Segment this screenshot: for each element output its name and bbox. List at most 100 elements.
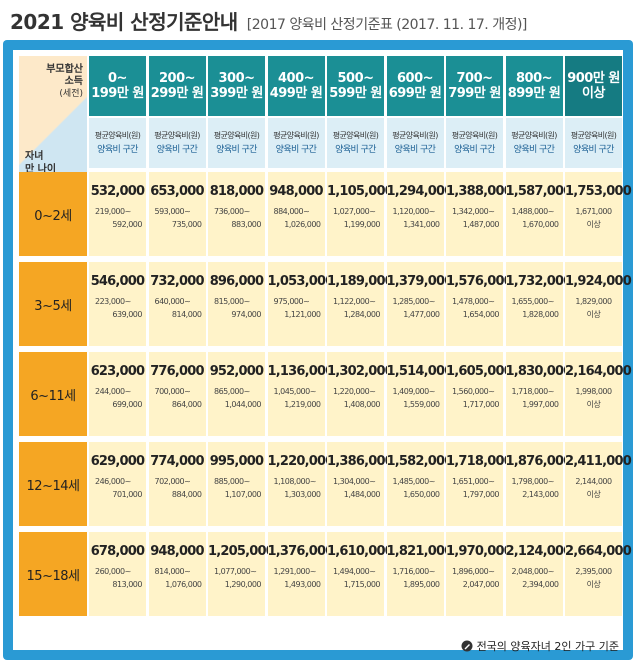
range-low: 700,000~ (154, 387, 191, 396)
range-label: 양육비 구간 (97, 145, 138, 155)
average-amount: 2,411,000 (565, 454, 632, 469)
average-amount: 1,379,000 (386, 274, 454, 289)
average-amount: 896,000 (209, 274, 264, 289)
range-high: 1,487,000 (462, 220, 500, 229)
range-low: 1,108,000~ (273, 477, 317, 486)
range-low: 1,122,000~ (333, 297, 376, 306)
range-high: 701,000 (112, 490, 142, 499)
range-high: 1,107,000 (224, 490, 262, 499)
table-cell: 1,582,000 1,485,000~ 1,650,000 (386, 442, 454, 526)
range-label: 양육비 구간 (156, 145, 198, 155)
table-cell: 1,876,000 1,798,000~ 2,143,000 (505, 442, 573, 526)
range-low: 1,560,000~ (452, 387, 495, 396)
income-note: (세전) (59, 89, 83, 99)
table-cell: 546,000 223,000~ 639,000 (89, 262, 146, 346)
range-high: 1,477,000 (403, 310, 440, 319)
range-high: 974,000 (231, 310, 261, 319)
average-amount: 732,000 (150, 274, 204, 289)
income-column-line-1: 900만 원 (567, 71, 620, 86)
range-high: 1,408,000 (343, 400, 381, 409)
average-amount: 948,000 (269, 184, 323, 199)
table-cell: 1,605,000 1,560,000~ 1,717,000 (446, 352, 513, 436)
title-sub: [2017 양육비 산정기준표 (2017. 11. 17. 개정)] (246, 17, 528, 33)
income-column-line-2: 299만 원 (150, 86, 204, 101)
table-cell: 1,732,000 1,655,000~ 1,828,000 (505, 262, 573, 346)
average-amount: 1,732,000 (505, 274, 573, 289)
income-column-line-1: 0~ (108, 71, 127, 86)
range-high: 1,341,000 (403, 220, 440, 229)
table-cell: 1,388,000 1,342,000~ 1,487,000 (446, 172, 513, 256)
range-high: 1,199,000 (343, 220, 381, 229)
table-cell: 1,970,000 1,896,000~ 2,047,000 (446, 532, 513, 616)
range-high: 1,559,000 (403, 400, 440, 409)
income-column-line-1: 500~ (337, 71, 374, 86)
range-high: 639,000 (112, 310, 142, 319)
income-column-header: 900만 원 이상 (565, 56, 622, 116)
range-label: 양육비 구간 (513, 145, 555, 155)
average-amount: 1,605,000 (446, 364, 513, 379)
range-low: 593,000~ (154, 207, 191, 216)
income-column-header: 800~ 899만 원 (505, 56, 563, 116)
income-column-line-2: 499만 원 (269, 86, 323, 101)
average-amount: 776,000 (150, 364, 204, 379)
column-subheader: 평균양육비(원) 양육비 구간 (446, 118, 503, 168)
avg-label: 평균양육비(원) (213, 131, 260, 140)
range-label: 양육비 구간 (573, 145, 614, 155)
average-amount: 1,220,000 (267, 454, 335, 469)
avg-label: 평균양육비(원) (94, 131, 141, 140)
table-cell: 1,136,000 1,045,000~ 1,219,000 (267, 352, 334, 436)
range-low: 1,077,000~ (214, 567, 257, 576)
range-high: 1,670,000 (522, 220, 559, 229)
range-low: 1,120,000~ (392, 207, 436, 216)
range-low: 1,829,000 (575, 297, 612, 306)
range-high: 이상 (586, 490, 601, 499)
column-subheader: 평균양육비(원) 양육비 구간 (505, 118, 563, 168)
column-subheader: 평균양육비(원) 양육비 구간 (89, 118, 146, 168)
average-amount: 2,664,000 (565, 544, 632, 559)
range-low: 1,342,000~ (452, 207, 495, 216)
range-low: 1,485,000~ (392, 477, 436, 486)
table-cell: 623,000 244,000~ 699,000 (89, 352, 146, 436)
avg-label: 평균양육비(원) (451, 131, 498, 140)
avg-label: 평균양육비(원) (570, 131, 617, 140)
income-column-line-2: 이상 (582, 86, 605, 101)
average-amount: 1,582,000 (386, 454, 454, 469)
table-frame: 부모합산 소득 (세전) 자녀 만 나이 0~ 199만 원 평균양육비(원) 양육비… (3, 40, 633, 660)
table-cell: 629,000 246,000~ 701,000 (89, 442, 146, 526)
table-cell: 1,386,000 1,304,000~ 1,484,000 (327, 442, 394, 526)
range-high: 2,143,000 (522, 490, 559, 499)
table-cell: 2,124,000 2,048,000~ 2,394,000 (505, 532, 573, 616)
table-cell: 532,000 219,000~ 592,000 (89, 172, 146, 256)
range-high: 2,394,000 (522, 580, 559, 589)
average-amount: 1,970,000 (446, 544, 513, 559)
range-high: 699,000 (112, 400, 142, 409)
range-high: 1,484,000 (343, 490, 381, 499)
range-high: 883,000 (231, 220, 261, 229)
average-amount: 952,000 (209, 364, 264, 379)
range-low: 1,285,000~ (392, 297, 436, 306)
income-column-line-1: 300~ (218, 71, 255, 86)
range-low: 736,000~ (214, 207, 250, 216)
avg-label: 평균양육비(원) (154, 131, 200, 140)
average-amount: 1,610,000 (327, 544, 394, 559)
income-column-line-2: 599만 원 (329, 86, 382, 101)
table-cell: 2,164,000 1,998,000 이상 (565, 352, 632, 436)
column-subheader: 평균양육비(원) 양육비 구간 (327, 118, 384, 168)
average-amount: 1,576,000 (446, 274, 513, 289)
table-cell: 776,000 700,000~ 864,000 (148, 352, 206, 436)
table-cell: 1,220,000 1,108,000~ 1,303,000 (267, 442, 335, 526)
table-cell: 1,105,000 1,027,000~ 1,199,000 (327, 172, 394, 256)
range-high: 1,076,000 (165, 580, 202, 589)
table-cell: 678,000 260,000~ 813,000 (89, 532, 146, 616)
table-cell: 952,000 865,000~ 1,044,000 (208, 352, 265, 436)
avg-label: 평균양육비(원) (511, 131, 557, 140)
average-amount: 1,876,000 (505, 454, 573, 469)
range-low: 1,896,000~ (452, 567, 495, 576)
range-high: 1,650,000 (403, 490, 440, 499)
range-low: 1,798,000~ (511, 477, 555, 486)
average-amount: 2,124,000 (505, 544, 573, 559)
table-cell: 774,000 702,000~ 884,000 (148, 442, 206, 526)
table-cell: 732,000 640,000~ 814,000 (148, 262, 206, 346)
range-low: 1,716,000~ (392, 567, 436, 576)
average-amount: 532,000 (90, 184, 145, 199)
